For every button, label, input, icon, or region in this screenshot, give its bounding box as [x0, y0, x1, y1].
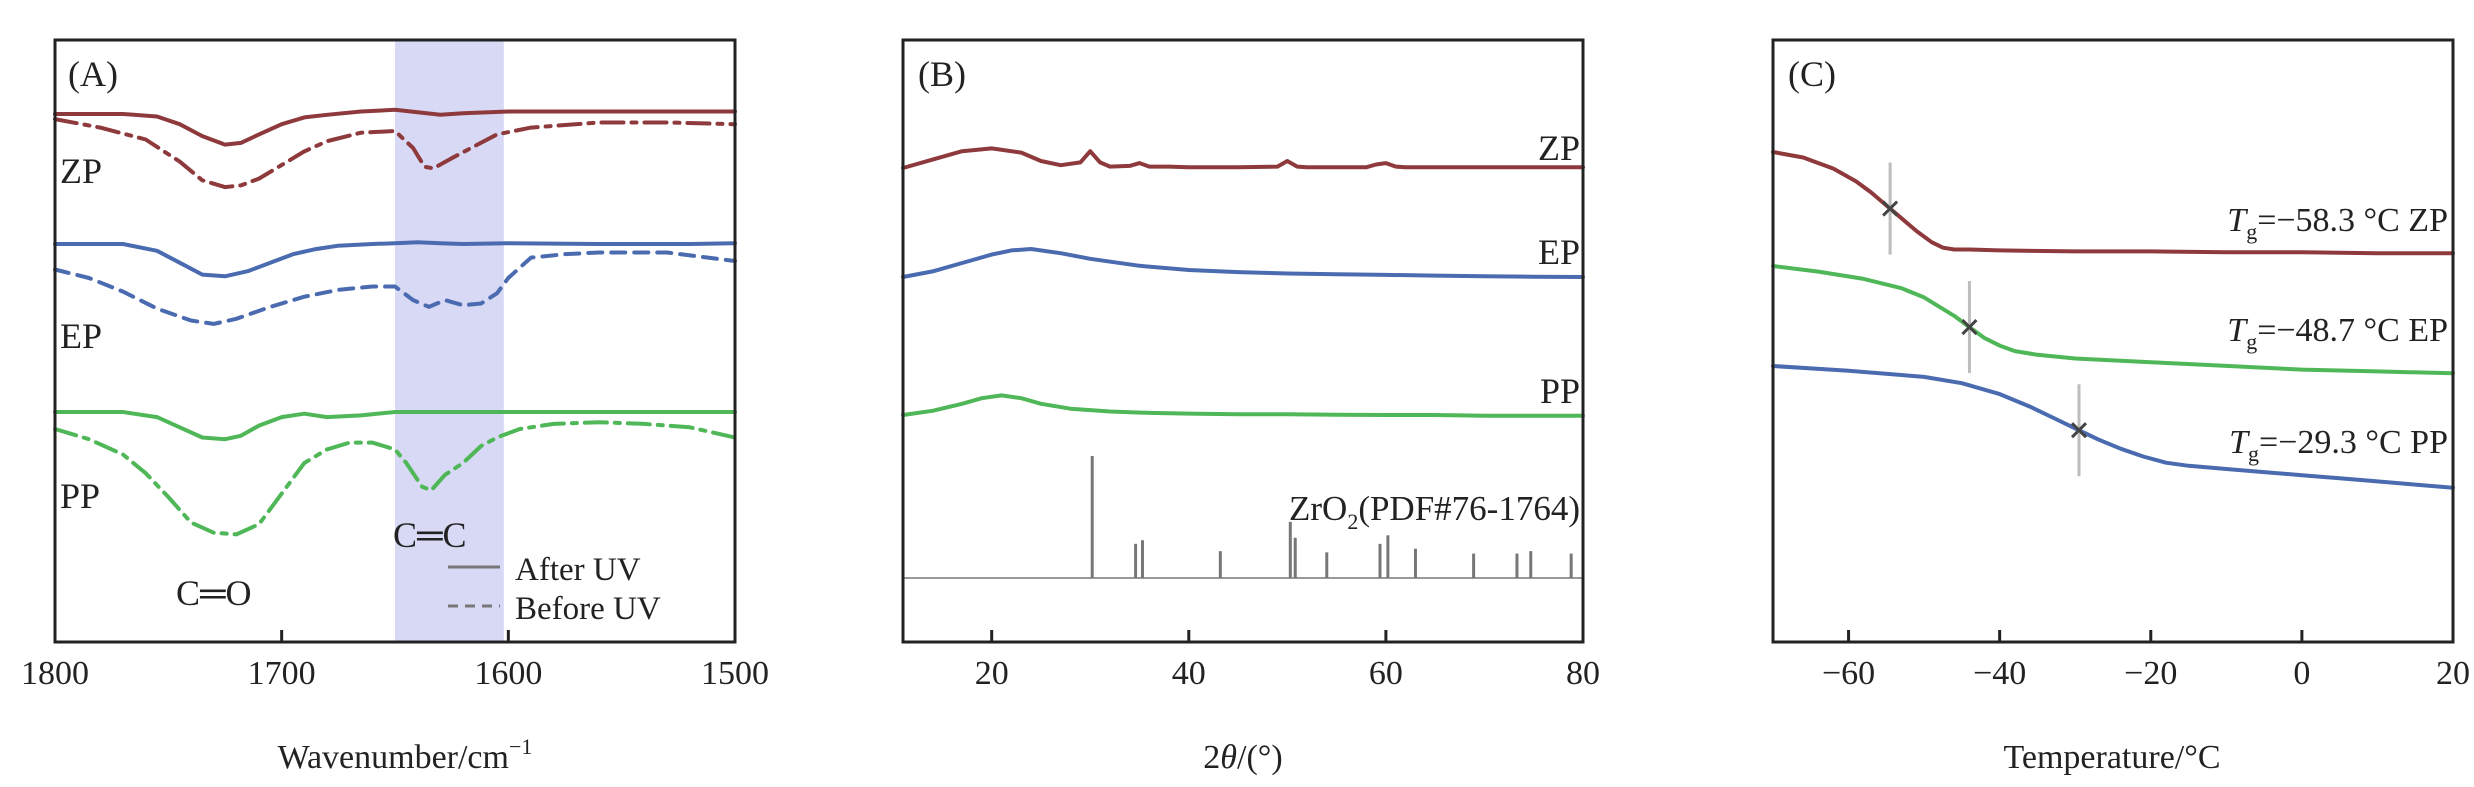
series-label-pp: PP	[60, 476, 100, 516]
tg-label-pp: Tg=−29.3 °C PP	[2229, 424, 2448, 466]
panel-a-x-tick-label: 1800	[21, 655, 89, 692]
x-axis-title-a: Wavenumber/cm−1	[278, 734, 533, 776]
series-label-zp: ZP	[60, 151, 102, 191]
series-label-ep: EP	[60, 316, 102, 356]
panel-a-series-zp-before-uv	[53, 117, 737, 190]
series-label-zp: ZP	[1538, 128, 1580, 168]
panel-b: 20 40 60 80 (B) ZP EP PP ZrO2(PDF#76-1764) …	[901, 38, 1600, 776]
panel-c-series-pp	[1771, 364, 2455, 490]
panel-a-series-ep-after-uv	[53, 240, 737, 279]
reference-label: ZrO2(PDF#76-1764)	[1289, 489, 1580, 534]
carbonyl-annotation: C═O	[176, 573, 252, 613]
panel-b-x-tick-label: 60	[1369, 655, 1403, 692]
panel-a-series-pp-after-uv	[53, 410, 737, 442]
tg-point-pp	[2070, 422, 2088, 439]
panel-b-series-ep	[901, 247, 1585, 279]
panel-b-x-tick-label: 20	[975, 655, 1009, 692]
panel-a-x-tick-label: 1700	[248, 655, 316, 692]
tg-point-ep	[1961, 318, 1978, 336]
panel-a-frame	[53, 38, 737, 644]
panel-c-series-zp	[1771, 150, 2455, 256]
panel-a-series-ep-before-uv	[53, 250, 737, 326]
tg-label-zp: Tg=−58.3 °C ZP	[2227, 202, 2448, 244]
tg-point-zp	[1882, 200, 1899, 217]
panel-b-x-tick-label: 80	[1566, 655, 1600, 692]
panel-c-x-tick-label: 20	[2436, 655, 2470, 692]
legend-after-uv: After UV	[515, 552, 641, 588]
panel-c-frame	[1771, 38, 2455, 644]
panel-c-x-tick-label: −40	[1973, 655, 2026, 692]
panel-b-series-pp	[901, 393, 1585, 418]
panel-a-series-zp-after-uv	[53, 107, 737, 147]
legend-before-uv: Before UV	[515, 591, 661, 627]
panel-c-x-tick-label: −20	[2124, 655, 2177, 692]
panel-c: −60 −40 −20 0 20 (C) Tg=−58.3 °C ZP Tg=−48.7…	[1771, 38, 2470, 776]
panel-a-label: (A)	[68, 54, 118, 94]
panel-c-label: (C)	[1788, 54, 1836, 94]
x-axis-title-c: Temperature/°C	[2003, 739, 2220, 776]
series-label-pp: PP	[1540, 371, 1580, 411]
tg-label-ep: Tg=−48.7 °C EP	[2227, 312, 2448, 354]
panel-a-x-tick-label: 1500	[701, 655, 769, 692]
x-axis-title-b: 2θ/(°)	[1203, 739, 1282, 776]
panel-a: 1800 1700 1600 1500 (A) ZP EP PP C═O C═C Af…	[21, 38, 769, 776]
panel-a-x-tick-label: 1600	[474, 655, 542, 692]
panel-c-x-tick-label: −60	[1822, 655, 1875, 692]
panel-b-frame	[901, 38, 1585, 644]
panel-c-series-ep	[1771, 264, 2455, 376]
panel-b-x-tick-label: 40	[1172, 655, 1206, 692]
panel-c-x-tick-label: 0	[2293, 655, 2310, 692]
panel-a-series-pp-before-uv	[53, 420, 737, 537]
panel-b-series-zp	[901, 146, 1585, 170]
panel-b-label: (B)	[918, 54, 966, 94]
series-label-ep: EP	[1538, 232, 1580, 272]
alkene-annotation: C═C	[393, 515, 467, 555]
